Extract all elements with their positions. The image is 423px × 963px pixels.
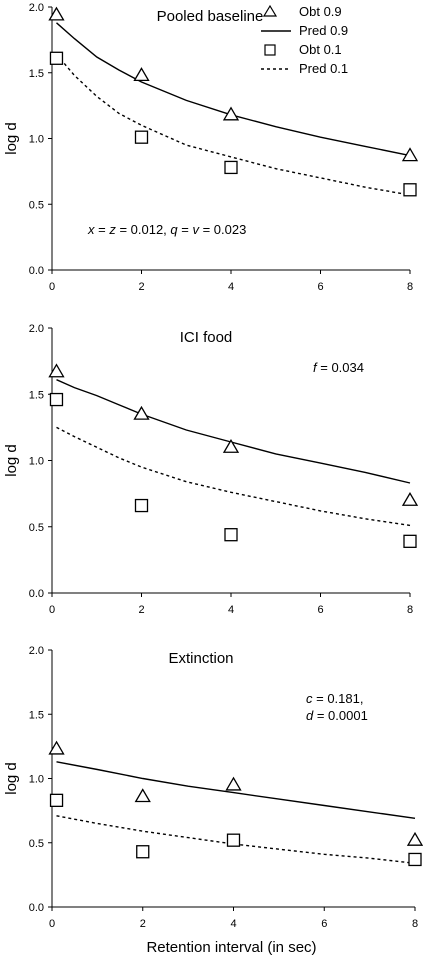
obt-0-9-point: [406, 831, 423, 846]
y-tick-label: 2.0: [29, 645, 44, 657]
x-tick-label: 8: [412, 918, 418, 930]
obt-0-9-point: [134, 788, 151, 803]
parameter-annotation: x = z = 0.012, q = v = 0.023: [87, 222, 246, 237]
x-tick-label: 8: [407, 281, 413, 293]
x-tick-label: 2: [138, 281, 144, 293]
pred-0-9-line: [56, 22, 411, 157]
x-axis-label: Retention interval (in sec): [146, 939, 316, 956]
y-tick-label: 1.0: [29, 134, 44, 146]
chart-panel-3: 0.0 0.5 1.0 1.5 2.0 0 2 4 6 8 log d Retention inter…: [3, 645, 423, 956]
y-tick-label: 0.0: [29, 588, 44, 600]
obt-0-1-point: [49, 793, 64, 807]
pred-0-1-line: [56, 815, 416, 864]
x-tick-label: 2: [138, 604, 144, 616]
obt-0-1-point: [226, 833, 241, 847]
y-tick-label: 0.5: [29, 199, 44, 211]
obt-0-9-point: [48, 740, 65, 755]
legend: Obt 0.9 Pred 0.9 Obt 0.1 Pred 0.1: [261, 4, 348, 76]
y-tick-label: 2.0: [29, 323, 44, 335]
x-tick-label: 4: [228, 604, 234, 616]
obt-0-1-point: [403, 183, 417, 197]
legend-triangle-marker: [262, 4, 278, 17]
legend-square-marker: [264, 44, 276, 56]
obt-0-1-point: [224, 160, 238, 175]
x-tick-label: 2: [140, 918, 146, 930]
x-tick-label: 6: [317, 281, 323, 293]
obt-0-9-point: [48, 363, 65, 378]
y-tick-label: 0.0: [29, 265, 44, 277]
y-tick-label: 2.0: [29, 2, 44, 14]
x-tick-label: 6: [321, 918, 327, 930]
pred-0-9-line: [56, 379, 411, 484]
obt-0-9-point: [401, 491, 419, 506]
chart-title: Pooled baseline: [157, 8, 264, 25]
x-tick-label: 0: [49, 918, 55, 930]
legend-label: Obt 0.1: [299, 42, 342, 57]
chart-title: ICI food: [180, 329, 233, 346]
y-tick-label: 0.0: [29, 902, 44, 914]
chart-title: Extinction: [168, 650, 233, 667]
y-tick-label: 1.0: [29, 456, 44, 468]
y-axis-label: log d: [3, 444, 20, 477]
obt-0-1-point: [403, 534, 417, 548]
y-axis-label: log d: [3, 122, 20, 155]
obt-0-9-point: [222, 106, 240, 121]
x-tick-label: 4: [230, 918, 236, 930]
y-tick-label: 0.5: [29, 522, 44, 534]
x-tick-label: 0: [49, 281, 55, 293]
obt-0-9-point: [401, 147, 419, 162]
x-tick-label: 0: [49, 604, 55, 616]
y-tick-label: 0.5: [29, 838, 44, 850]
legend-label: Pred 0.9: [299, 23, 348, 38]
obt-0-1-point: [49, 51, 64, 65]
obt-0-9-point: [133, 67, 150, 82]
chart-panel-2: 0.0 0.5 1.0 1.5 2.0 0 2 4 6 8 log d ICI food f = 0.0…: [3, 323, 419, 616]
obt-0-1-point: [49, 392, 64, 407]
x-tick-label: 8: [407, 604, 413, 616]
pred-0-1-line: [56, 426, 411, 527]
y-tick-label: 1.5: [29, 68, 44, 80]
obt-0-9-point: [133, 405, 150, 420]
legend-label: Pred 0.1: [299, 61, 348, 76]
pred-0-1-line: [55, 53, 411, 196]
parameter-annotation: f = 0.034: [313, 360, 364, 375]
obt-0-1-point: [134, 498, 149, 513]
obt-0-9-point: [222, 438, 240, 453]
obt-0-1-point: [408, 852, 422, 867]
obt-0-1-point: [136, 845, 150, 859]
pred-0-9-line: [56, 761, 416, 819]
legend-label: Obt 0.9: [299, 4, 342, 19]
x-tick-label: 4: [228, 281, 234, 293]
x-tick-label: 6: [317, 604, 323, 616]
y-tick-label: 1.5: [29, 709, 44, 721]
y-tick-label: 1.0: [29, 774, 44, 786]
parameter-annotation: c = 0.181, d = 0.0001: [306, 691, 368, 723]
y-axis-label: log d: [3, 762, 20, 795]
obt-0-9-point: [225, 776, 242, 791]
y-tick-label: 1.5: [29, 389, 44, 401]
obt-0-1-point: [134, 130, 149, 144]
obt-0-1-point: [224, 528, 238, 542]
chart-panel-1: 0.0 0.5 1.0 1.5 2.0 0 2 4 6 8 log d Pooled baseline…: [3, 2, 419, 293]
obt-0-9-point: [48, 6, 65, 21]
